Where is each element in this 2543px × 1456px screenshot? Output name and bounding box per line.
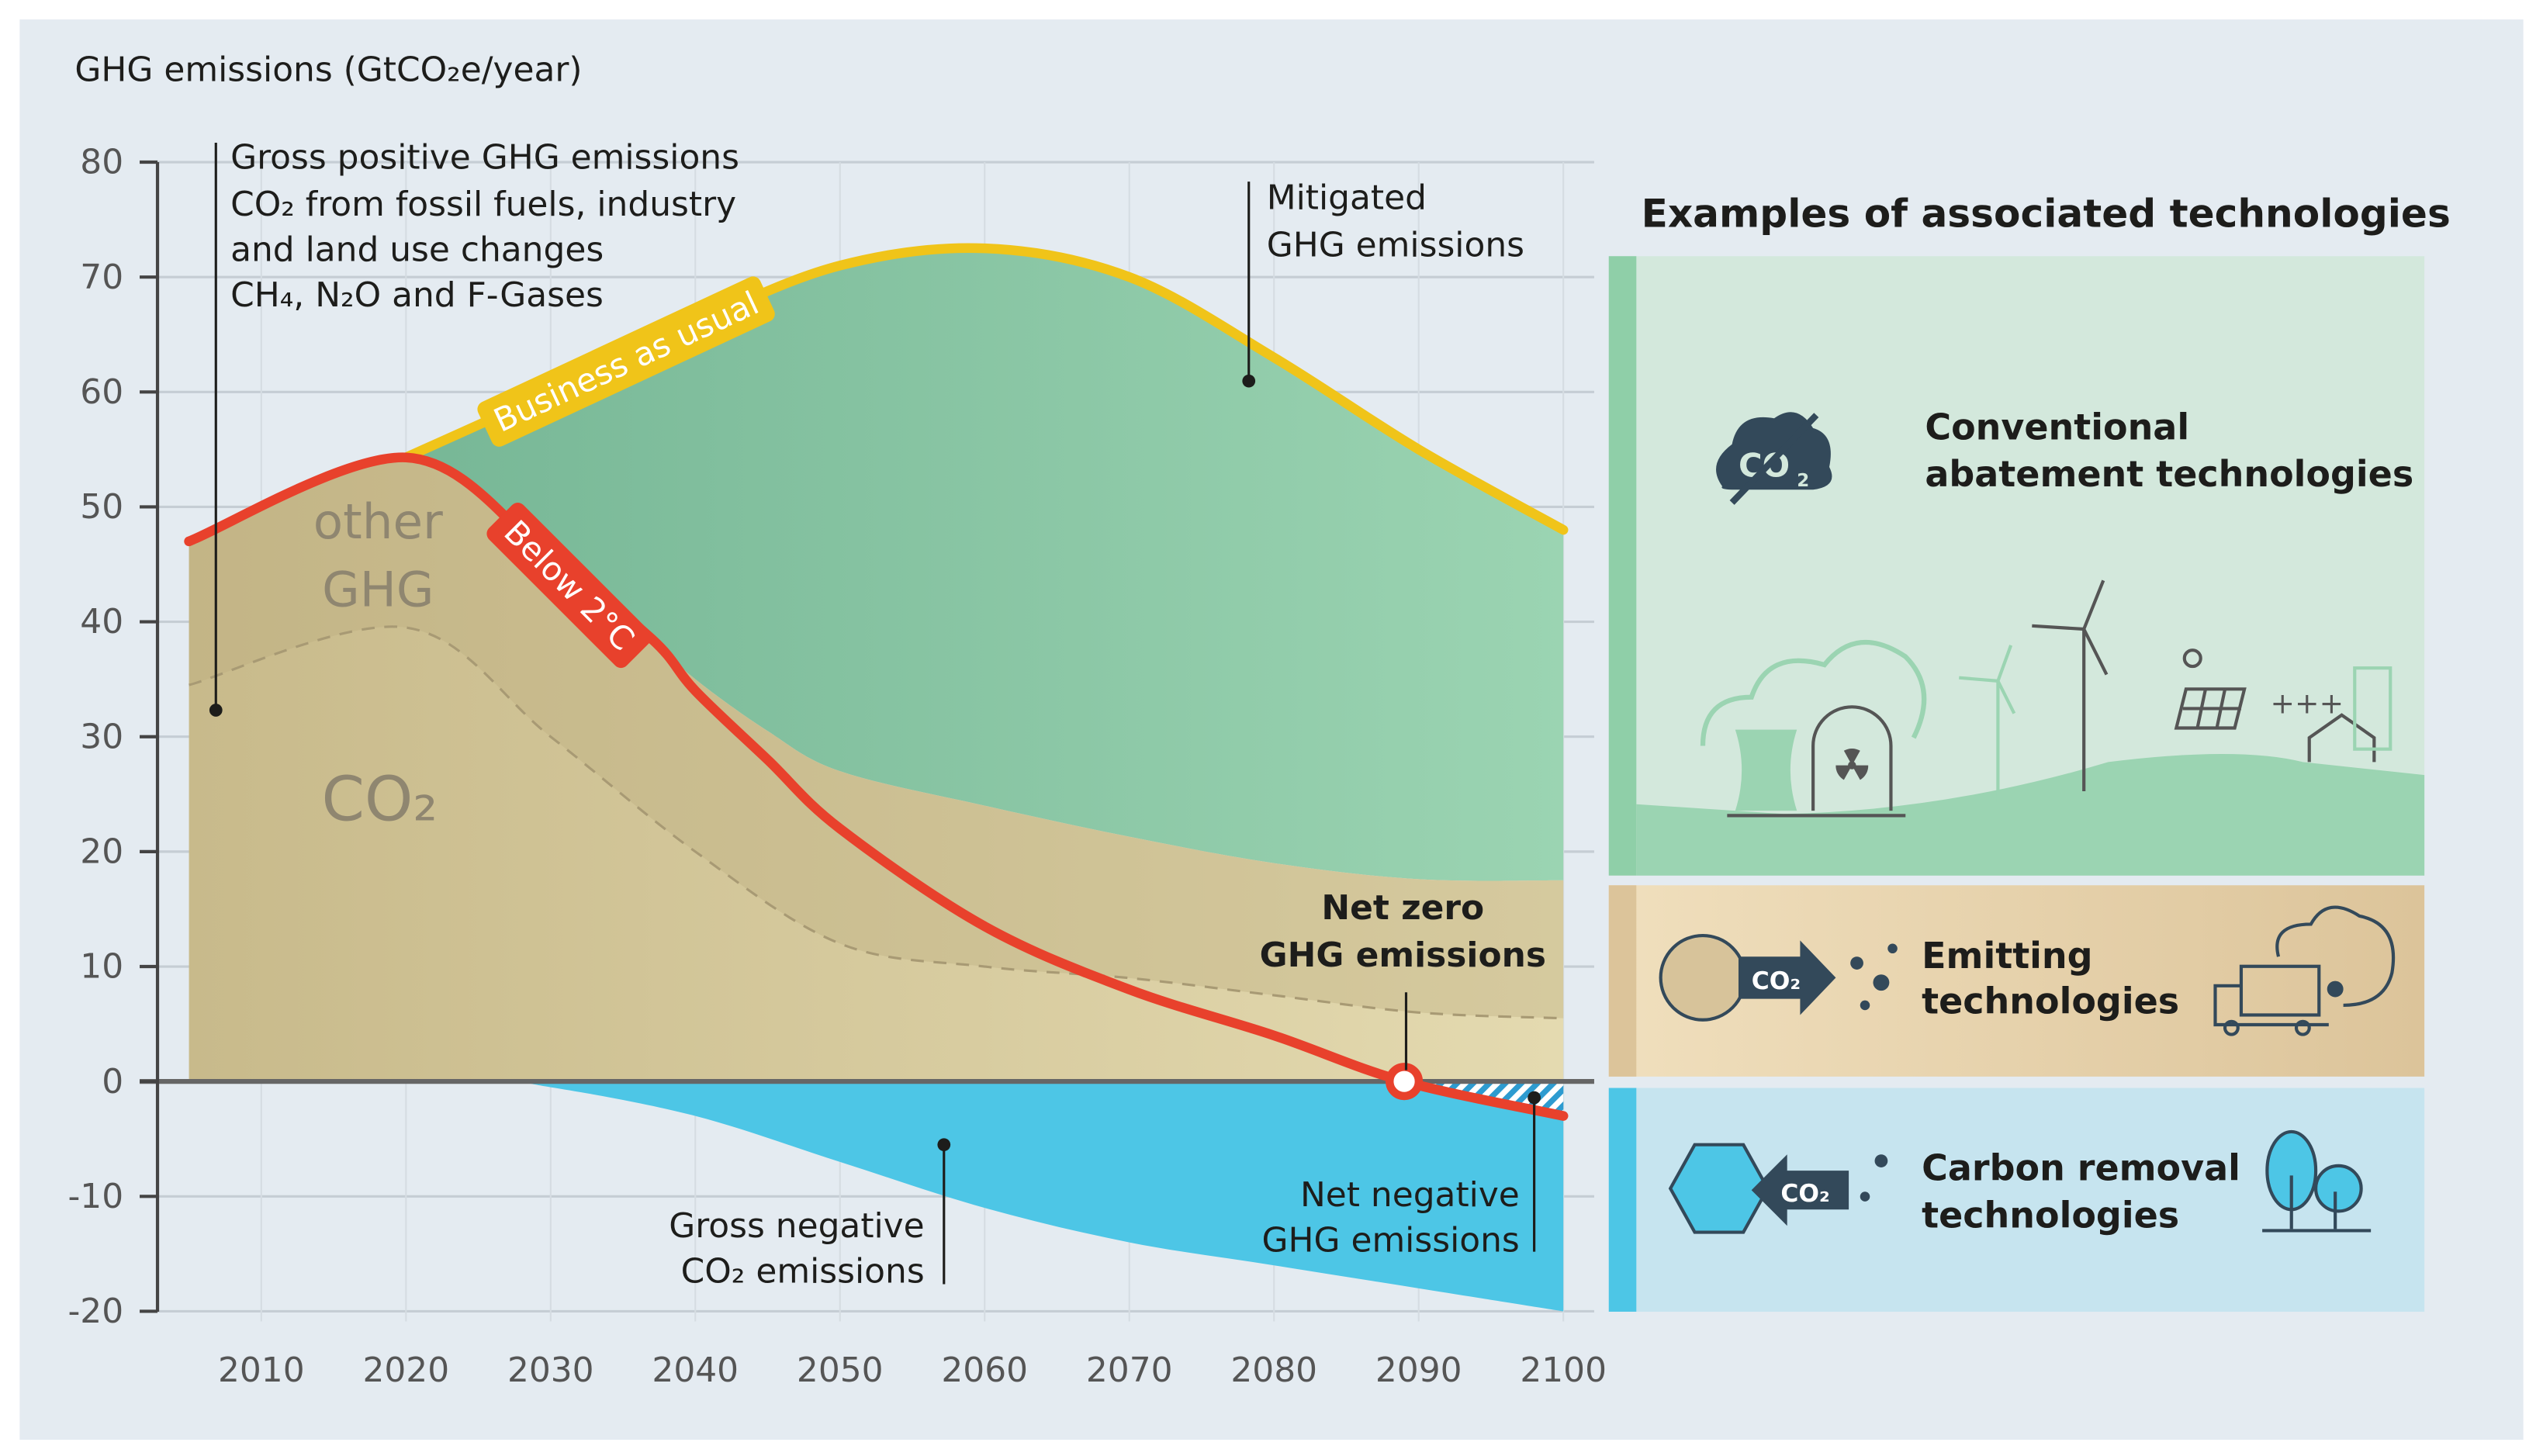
svg-text:Conventional: Conventional <box>1925 406 2189 448</box>
y-tick-label: 20 <box>80 832 123 872</box>
below-2c-line <box>184 452 1569 1121</box>
tech-carbon-removal: CO₂ Carbon removal technologies <box>1608 1088 2425 1312</box>
y-tick-label: 60 <box>80 372 123 412</box>
other-ghg-area <box>189 457 1564 1019</box>
svg-text:CO₂ emissions: CO₂ emissions <box>681 1251 925 1291</box>
y-tick-label: 80 <box>80 143 123 182</box>
y-tick-label: 0 <box>102 1062 123 1102</box>
x-tick-label: 2100 <box>1520 1351 1607 1390</box>
svg-text:GHG emissions: GHG emissions <box>1262 1221 1520 1261</box>
radiation-icon <box>1835 748 1869 780</box>
svg-text:+++: +++ <box>2271 686 2344 721</box>
annotation-mitigated: Mitigated GHG emissions <box>1242 178 1524 388</box>
tech-panel: Examples of associated technologies CO 2… <box>1608 191 2451 1312</box>
x-tick-label: 2040 <box>652 1351 739 1390</box>
y-tick-label: 30 <box>80 717 123 756</box>
svg-text:Gross positive GHG emissions: Gross positive GHG emissions <box>230 137 739 177</box>
svg-text:CO₂: CO₂ <box>1752 967 1801 995</box>
area-label-other_2: GHG <box>322 562 434 618</box>
truck-icon <box>2213 905 2396 1036</box>
co2-boundary-line <box>189 625 1564 1020</box>
svg-text:and land use changes: and land use changes <box>230 230 604 270</box>
y-tick-label: 10 <box>80 947 123 987</box>
crossed-co2-cloud-icon: CO 2 <box>1716 412 1832 505</box>
svg-text:GHG emissions: GHG emissions <box>1267 225 1524 265</box>
co2-capture-arrow-icon: CO₂ <box>1668 1143 1888 1234</box>
area-label-other_1: other <box>313 493 443 550</box>
house-icon <box>2307 666 2392 763</box>
gross-positive-area <box>189 457 1564 1082</box>
x-tick-label: 2090 <box>1375 1351 1462 1390</box>
y-tick-label: -20 <box>67 1292 123 1331</box>
tech-emitting: CO₂ Emitting technologies <box>1608 885 2425 1077</box>
svg-text:Emitting: Emitting <box>1922 935 2092 977</box>
x-tick-label: 2060 <box>941 1351 1028 1390</box>
svg-text:2: 2 <box>1797 471 1809 491</box>
annotation-gross-positive: Gross positive GHG emissions CO₂ from fo… <box>209 137 739 717</box>
svg-text:technologies: technologies <box>1922 980 2179 1022</box>
power-plant-icon <box>1700 639 1927 818</box>
tech-panel-title: Examples of associated technologies <box>1642 191 2451 237</box>
svg-text:Mitigated: Mitigated <box>1267 178 1427 218</box>
x-tick-label: 2070 <box>1086 1351 1173 1390</box>
svg-text:GHG emissions: GHG emissions <box>1260 936 1546 975</box>
y-tick-label: 50 <box>80 487 123 527</box>
svg-text:CO₂: CO₂ <box>1780 1180 1829 1208</box>
svg-text:abatement technologies: abatement technologies <box>1925 453 2413 495</box>
x-tick-label: 2020 <box>362 1351 449 1390</box>
area-label-co2: CO₂ <box>321 763 438 835</box>
y-axis-label: GHG emissions (GtCO₂e/year) <box>74 50 582 90</box>
y-tick-label: -10 <box>67 1177 123 1216</box>
svg-text:Gross negative: Gross negative <box>669 1206 924 1246</box>
x-tick-label: 2010 <box>218 1351 305 1390</box>
tech-conventional: CO 2 Conventional abatement technologies <box>1608 256 2425 876</box>
svg-text:CO₂ from fossil fuels, industr: CO₂ from fossil fuels, industry <box>230 185 736 224</box>
svg-text:technologies: technologies <box>1922 1194 2179 1236</box>
net-zero-marker <box>1386 1063 1424 1101</box>
solar-panel-icon: +++ <box>2174 648 2344 730</box>
gross-negative-area <box>189 1081 1564 1312</box>
svg-text:Net zero: Net zero <box>1321 888 1484 928</box>
wind-turbine-icon <box>1959 579 2109 803</box>
mitigated-area <box>406 247 1564 881</box>
y-tick-label: 70 <box>80 258 123 297</box>
annotation-net-negative: Net negative GHG emissions <box>1262 1091 1541 1261</box>
y-tick-label: 40 <box>80 602 123 642</box>
svg-text:Carbon removal: Carbon removal <box>1922 1147 2240 1189</box>
svg-text:CH₄, N₂O and F-Gases: CH₄, N₂O and F-Gases <box>230 275 604 315</box>
co2-emission-arrow-icon: CO₂ <box>1659 933 1898 1022</box>
annotation-gross-negative: Gross negative CO₂ emissions <box>669 1138 951 1291</box>
trees-icon <box>2262 1129 2372 1233</box>
x-tick-label: 2030 <box>507 1351 594 1390</box>
svg-text:Net negative: Net negative <box>1300 1175 1520 1215</box>
x-tick-label: 2080 <box>1230 1351 1317 1390</box>
annotation-net-zero: Net zero GHG emissions <box>1260 888 1546 1070</box>
x-tick-label: 2050 <box>797 1351 884 1390</box>
